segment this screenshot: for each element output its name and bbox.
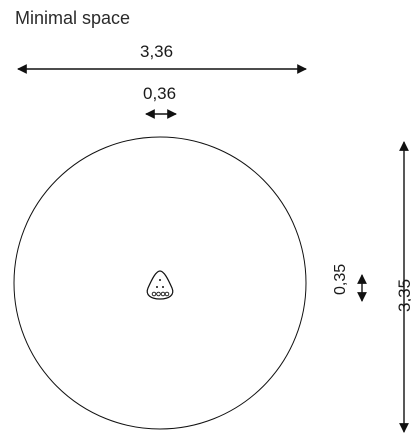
element-top-view xyxy=(146,270,174,300)
element-width-label: 0,36 xyxy=(143,84,177,103)
diagram-title: Minimal space xyxy=(15,8,131,28)
total-depth-label: 3,35 xyxy=(395,278,411,312)
minimal-space-circle xyxy=(13,136,307,430)
element-depth-label: 0,35 xyxy=(332,263,349,295)
total-width-label: 3,36 xyxy=(140,42,174,61)
